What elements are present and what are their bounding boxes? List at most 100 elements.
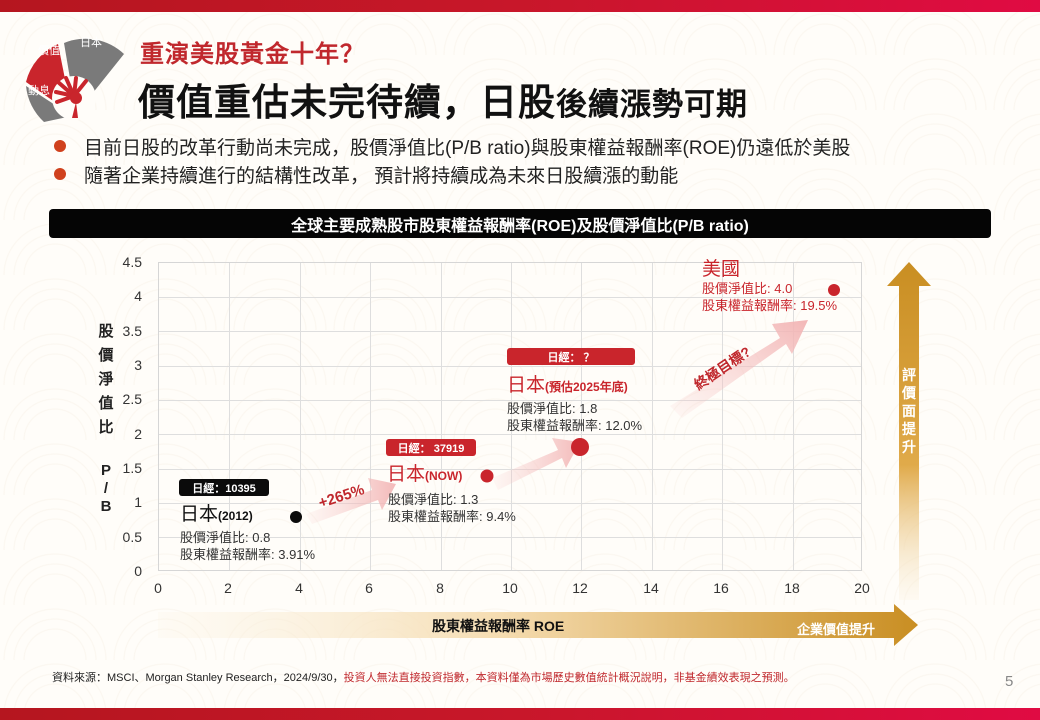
enterprise-value-label: 企業價值提升	[797, 622, 876, 637]
bullet-dot-icon	[54, 168, 66, 180]
logo-fan-icon	[26, 38, 124, 122]
enterprise-value-arrow-icon	[158, 604, 918, 646]
x-tick: 0	[154, 580, 162, 596]
x-tick: 14	[643, 580, 659, 596]
nikkei-tag-now: 日經： 37919	[386, 439, 476, 456]
point-name-japan-2012: 日本(2012)	[180, 499, 253, 526]
logo-segment-japan: 日本	[80, 37, 102, 49]
bullet-item: 目前日股的改革行動尚未完成，股價淨值比(P/B ratio)與股東權益報酬率(R…	[54, 132, 850, 160]
pb-value: 股價淨值比: 1.8	[507, 401, 598, 416]
bullet-item: 隨著企業持續進行的結構性改革， 預計將持續成為未來日股續漲的動能	[54, 160, 850, 188]
point-info-usa: 股價淨值比: 4.0 股東權益報酬率: 19.5%	[702, 280, 837, 314]
data-point-usa[interactable]	[828, 284, 840, 296]
arrow-label-char: 價	[902, 385, 916, 401]
nikkei-tag-2025: 日經： ？	[507, 348, 635, 365]
y-label-char: P	[100, 462, 111, 479]
y-tick: 2.5	[122, 391, 142, 407]
nikkei-value: 日經：10395	[192, 482, 256, 495]
x-tick: 16	[713, 580, 729, 596]
data-point-japan-2012[interactable]	[290, 511, 302, 523]
x-tick: 18	[784, 580, 800, 596]
bullet-list: 目前日股的改革行動尚未完成，股價淨值比(P/B ratio)與股東權益報酬率(R…	[54, 132, 850, 188]
pb-value: 股價淨值比: 0.8	[180, 530, 271, 545]
point-info-japan-now: 股價淨值比: 1.3 股東權益報酬率: 9.4%	[388, 491, 516, 525]
bullet-dot-icon	[54, 140, 66, 152]
target-arrow-icon	[670, 320, 808, 418]
x-tick: 20	[854, 580, 870, 596]
country-name: 日本	[180, 504, 219, 525]
roe-value: 股東權益報酬率: 9.4%	[388, 509, 516, 524]
plot-area	[158, 262, 862, 571]
period-label: (2012)	[218, 509, 253, 523]
x-axis-title: 股東權益報酬率 ROE	[432, 618, 565, 634]
logo-segment-momentum: 動息	[28, 85, 50, 97]
country-name: 美國	[702, 259, 741, 280]
y-label-char: B	[100, 498, 112, 515]
data-point-japan-now[interactable]	[480, 469, 494, 483]
pb-value: 股價淨值比: 1.3	[388, 492, 479, 507]
period-label: (預估2025年底)	[545, 380, 628, 394]
x-tick: 4	[295, 580, 303, 596]
chart-title-banner: 全球主要成熟股市股東權益報酬率(ROE)及股價淨值比(P/B ratio)	[49, 209, 991, 238]
page-subtitle: 重演美股黃金十年？	[140, 41, 365, 68]
x-tick: 2	[224, 580, 232, 596]
bottom-bar	[0, 708, 1040, 720]
y-tick: 0	[134, 563, 142, 579]
footer-source: 資料來源：MSCI、Morgan Stanley Research，2024/9…	[52, 669, 795, 685]
period-label: (NOW)	[425, 469, 463, 483]
y-label-char: 價	[98, 347, 114, 364]
y-tick: 1	[134, 494, 142, 510]
x-tick: 10	[502, 580, 518, 596]
logo-segment-value: 價值	[38, 45, 60, 57]
y-tick: 2	[134, 426, 142, 442]
pb-value: 股價淨值比: 4.0	[702, 281, 793, 296]
point-name-usa: 美國	[702, 254, 740, 281]
arrow-label-char: 評	[902, 367, 916, 383]
x-tick: 12	[572, 580, 588, 596]
y-label-char: 股	[98, 323, 114, 340]
bullet-text: 目前日股的改革行動尚未完成，股價淨值比(P/B ratio)與股東權益報酬率(R…	[84, 137, 851, 159]
roe-value: 股東權益報酬率: 19.5%	[702, 298, 838, 313]
valuation-up-arrow-icon	[887, 262, 931, 600]
top-bar	[0, 0, 1040, 12]
page-number: 5	[1005, 673, 1014, 690]
nikkei-value: 日經： 37919	[397, 442, 465, 455]
disclaimer-text: 投資人無法直接投資指數，本資料僅為市場歷史數值統計概況說明，非基金績效表現之預測…	[343, 672, 795, 684]
arrow-label-char: 升	[902, 439, 916, 455]
y-label-char: 值	[98, 395, 114, 412]
nikkei-value: 日經： ？	[547, 351, 595, 364]
y-tick: 0.5	[122, 529, 142, 545]
y-tick: 3.5	[122, 323, 142, 339]
data-point-japan-2025[interactable]	[571, 438, 589, 456]
title-small: 後續漲勢可期	[556, 87, 748, 122]
point-name-japan-now: 日本(NOW)	[387, 459, 462, 486]
y-tick: 4	[134, 288, 142, 304]
country-name: 日本	[387, 464, 426, 485]
bullet-text: 隨著企業持續進行的結構性改革， 預計將持續成為未來日股續漲的動能	[84, 165, 679, 187]
growth-arrow-icon	[306, 478, 396, 524]
source-text: 資料來源：MSCI、Morgan Stanley Research，2024/9…	[52, 672, 344, 684]
y-label-char: 比	[98, 419, 114, 436]
valuation-up-label: 評 價 面 提 升	[899, 366, 919, 456]
trend-arrow-icon	[492, 438, 580, 490]
x-tick: 6	[365, 580, 373, 596]
y-axis-label-pb: P / B	[96, 462, 116, 516]
page-title: 價值重估未完待續，日股後續漲勢可期	[138, 72, 748, 126]
roe-value: 股東權益報酬率: 3.91%	[180, 547, 316, 562]
title-main: 價值重估未完待續，日股	[138, 82, 556, 123]
roe-value: 股東權益報酬率: 12.0%	[507, 418, 643, 433]
y-tick: 3	[134, 357, 142, 373]
nikkei-tag-2012: 日經：10395	[179, 479, 269, 496]
y-label-char: /	[103, 480, 109, 497]
y-tick: 4.5	[122, 254, 142, 270]
point-info-japan-2025: 股價淨值比: 1.8 股東權益報酬率: 12.0%	[507, 400, 642, 434]
y-label-char: 淨	[98, 371, 114, 388]
country-name: 日本	[507, 375, 546, 396]
x-tick: 8	[436, 580, 444, 596]
point-info-japan-2012: 股價淨值比: 0.8 股東權益報酬率: 3.91%	[180, 529, 315, 563]
y-axis-label-cn: 股 價 淨 值 比	[96, 320, 116, 440]
y-tick: 1.5	[122, 460, 142, 476]
arrow-label-char: 提	[902, 421, 916, 437]
point-name-japan-2025: 日本(預估2025年底)	[507, 370, 628, 397]
chart-title: 全球主要成熟股市股東權益報酬率(ROE)及股價淨值比(P/B ratio)	[291, 217, 749, 235]
